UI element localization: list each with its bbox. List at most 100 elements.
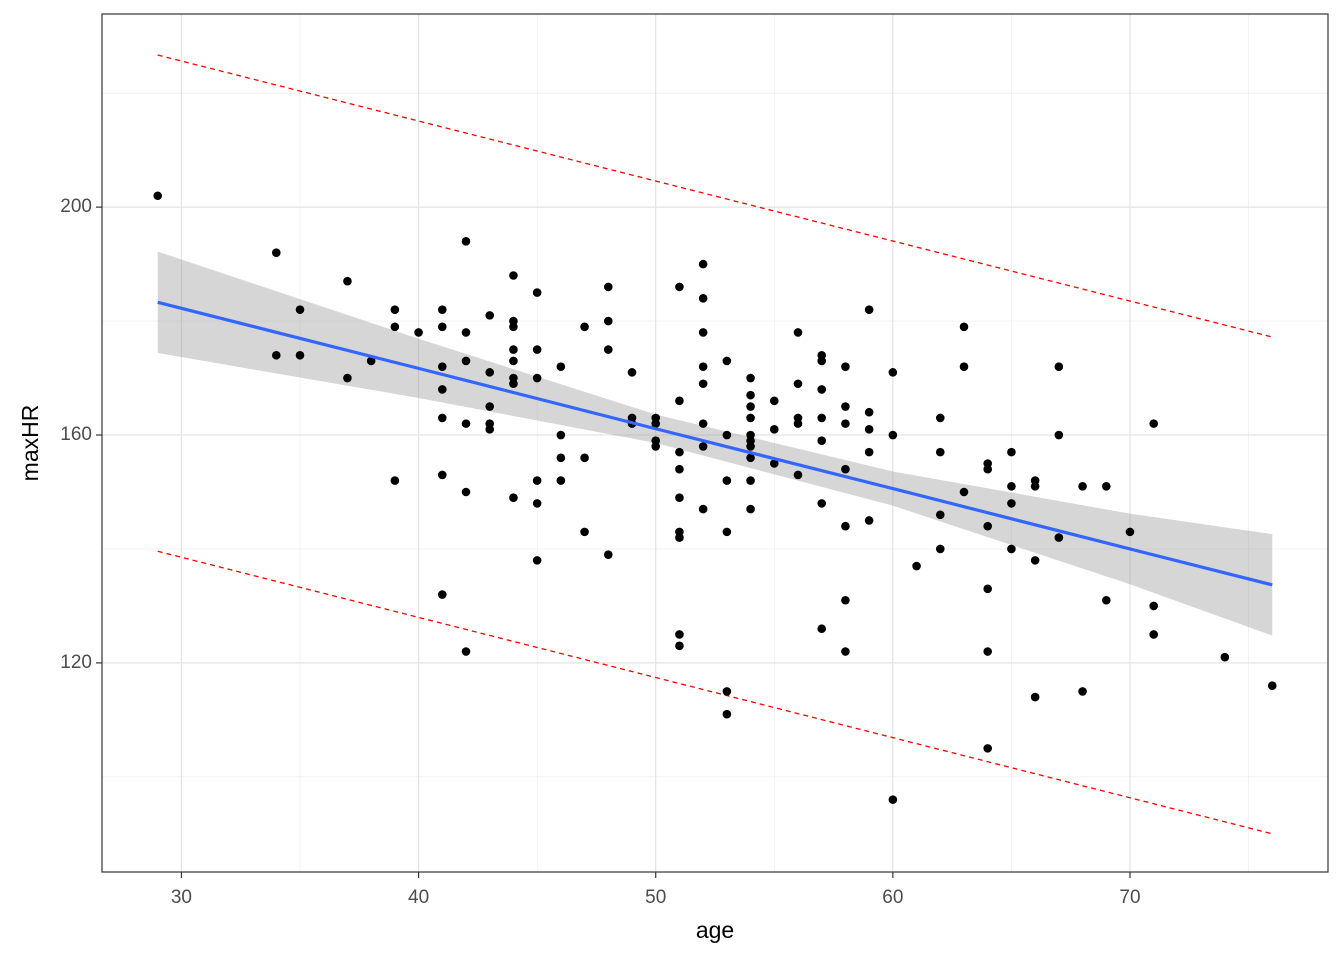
- point: [864, 425, 874, 434]
- point: [864, 447, 874, 457]
- point: [769, 396, 779, 406]
- x-tick-label: 40: [408, 887, 429, 908]
- point: [580, 322, 589, 332]
- point: [343, 373, 352, 383]
- point: [675, 396, 684, 406]
- point: [153, 191, 163, 201]
- point: [556, 476, 566, 485]
- point: [817, 624, 827, 634]
- x-tick-label: 50: [645, 887, 666, 908]
- point: [509, 379, 518, 389]
- point: [509, 271, 518, 280]
- point: [817, 413, 827, 423]
- point: [675, 493, 684, 502]
- point: [271, 248, 281, 258]
- point: [1149, 601, 1159, 611]
- point: [746, 442, 755, 451]
- prediction-line: [157, 550, 1273, 835]
- point: [793, 328, 803, 337]
- point: [769, 425, 779, 434]
- panel-border: [101, 13, 1329, 873]
- point: [888, 795, 898, 804]
- point: [1054, 362, 1064, 371]
- point: [746, 402, 755, 411]
- point: [485, 311, 495, 320]
- y-tick-label: 160: [60, 424, 92, 445]
- point: [746, 390, 755, 400]
- point: [841, 419, 850, 428]
- point: [675, 447, 684, 457]
- point: [461, 487, 471, 497]
- point: [1007, 499, 1016, 508]
- x-tick-label: 70: [1119, 887, 1140, 908]
- point: [390, 322, 400, 332]
- point: [817, 356, 827, 366]
- grid: [102, 14, 1328, 872]
- prediction-line: [157, 54, 1273, 338]
- point: [509, 493, 518, 502]
- point: [1007, 447, 1016, 457]
- point: [746, 476, 755, 485]
- point: [722, 709, 732, 719]
- point: [1007, 544, 1016, 554]
- point: [295, 350, 305, 360]
- point: [461, 356, 471, 366]
- point: [912, 561, 921, 571]
- point: [698, 362, 708, 371]
- point: [1101, 595, 1111, 605]
- x-tick-label: 60: [882, 887, 903, 908]
- point: [603, 282, 613, 292]
- point: [935, 447, 945, 457]
- fit-line: [157, 300, 1273, 587]
- point: [722, 476, 732, 485]
- point: [817, 499, 827, 508]
- point: [698, 419, 708, 428]
- point: [841, 521, 850, 531]
- point: [1125, 527, 1135, 537]
- point: [509, 322, 518, 332]
- point: [437, 385, 447, 394]
- point: [817, 385, 827, 394]
- point: [959, 362, 969, 371]
- point: [1030, 556, 1040, 565]
- point: [437, 362, 447, 371]
- point: [1267, 681, 1277, 691]
- point: [841, 464, 850, 474]
- point: [746, 373, 755, 383]
- point: [769, 459, 779, 468]
- point: [722, 430, 732, 440]
- point: [651, 419, 661, 428]
- point: [793, 419, 803, 428]
- point: [390, 476, 400, 485]
- point: [983, 521, 993, 531]
- point: [532, 556, 542, 565]
- point: [603, 550, 613, 559]
- point: [698, 442, 708, 451]
- point: [532, 288, 542, 297]
- point: [722, 527, 732, 537]
- point: [698, 293, 708, 303]
- point: [366, 356, 376, 366]
- point: [935, 413, 945, 423]
- point: [1101, 481, 1111, 491]
- point: [651, 442, 661, 451]
- point: [864, 305, 874, 314]
- point: [722, 687, 732, 696]
- point: [414, 328, 423, 337]
- point: [271, 350, 281, 360]
- point: [580, 453, 589, 463]
- point: [675, 464, 684, 474]
- point: [295, 305, 305, 314]
- point: [556, 453, 566, 463]
- point: [627, 368, 637, 377]
- y-axis-title: maxHR: [17, 405, 43, 482]
- point: [817, 436, 827, 446]
- point: [698, 328, 708, 337]
- point: [1078, 481, 1087, 491]
- point: [983, 647, 993, 656]
- point: [698, 379, 708, 389]
- point: [746, 504, 755, 514]
- point: [793, 379, 803, 389]
- point: [485, 368, 495, 377]
- point: [675, 282, 684, 292]
